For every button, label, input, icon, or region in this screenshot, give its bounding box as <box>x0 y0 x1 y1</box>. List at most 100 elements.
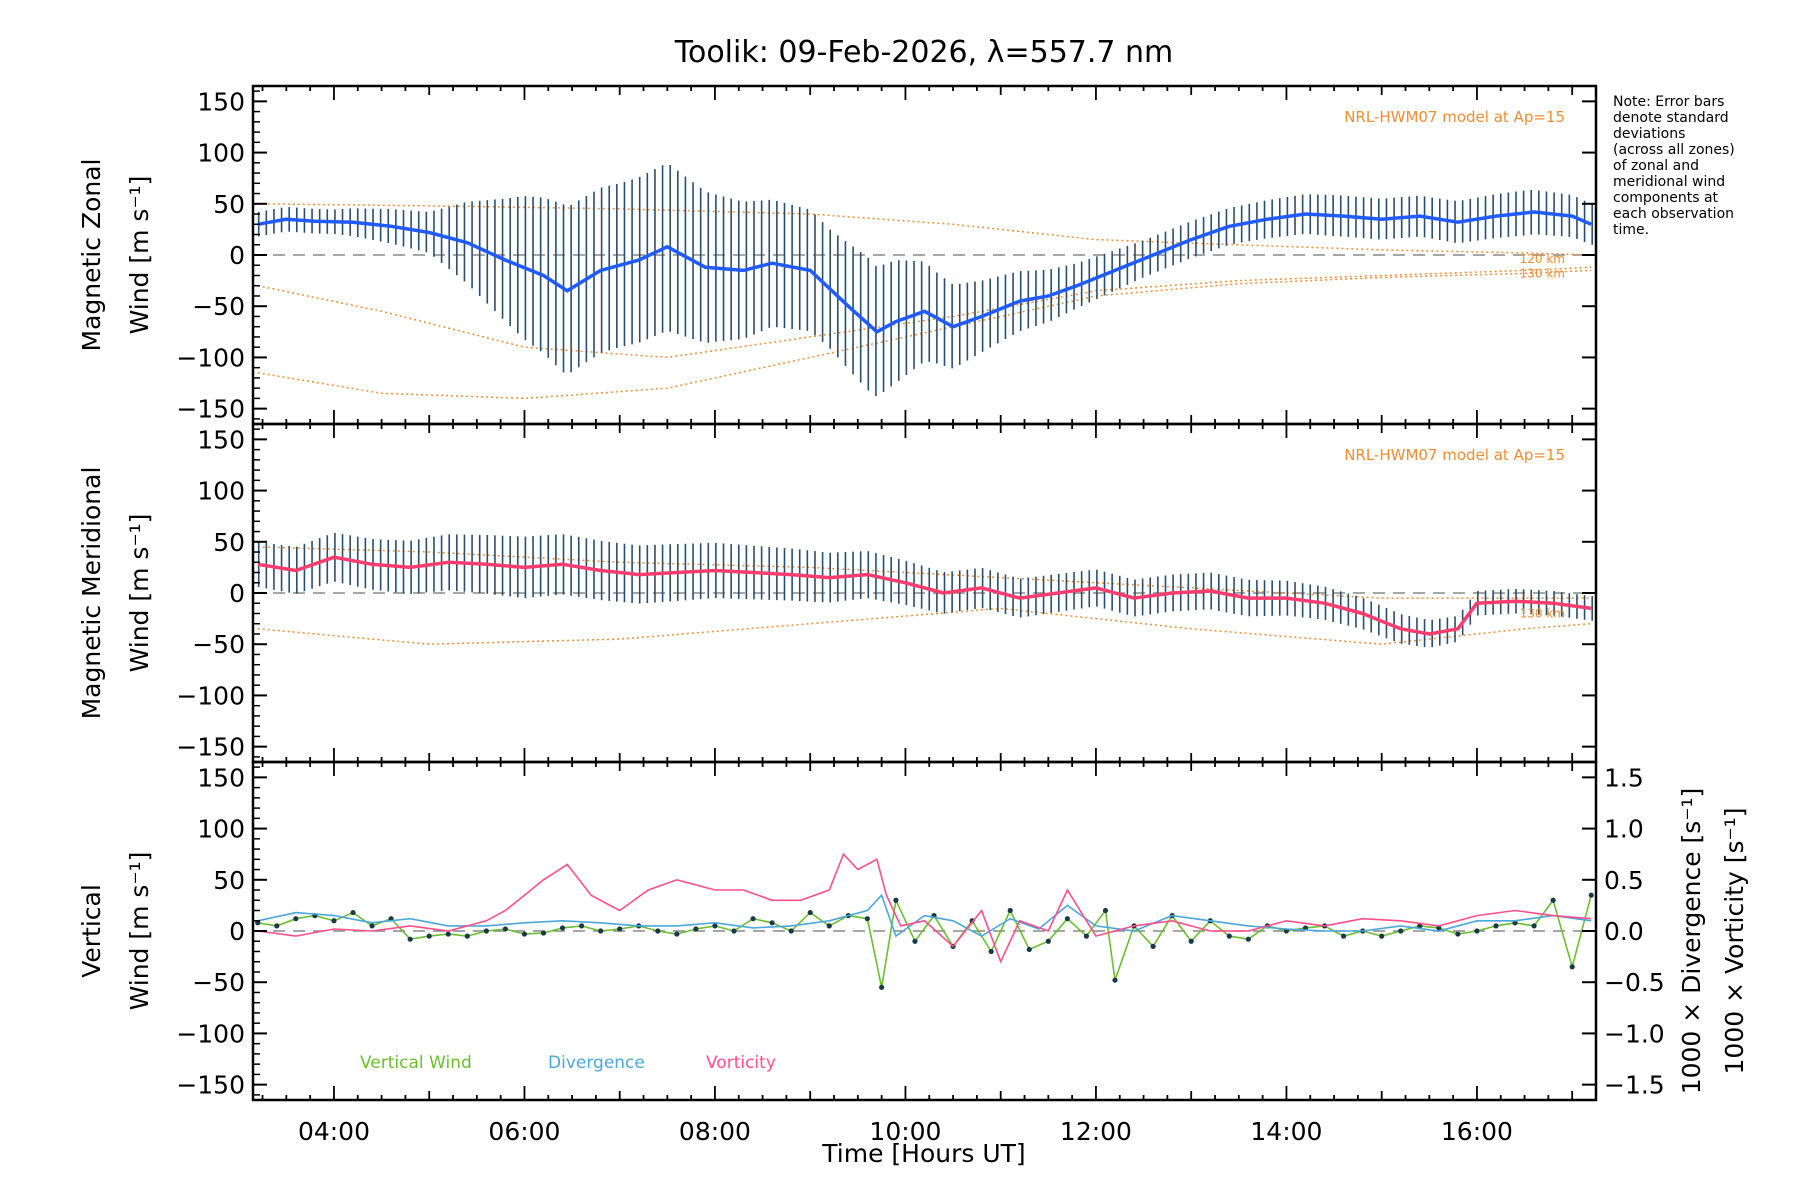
left-tick-label: −100 <box>176 343 245 372</box>
note-line: of zonal and <box>1613 158 1699 174</box>
model-label: NRL-HWM07 model at Ap=15 <box>1344 446 1565 464</box>
vertical-wind-point <box>1007 907 1013 914</box>
x-tick-label: 10:00 <box>869 1117 941 1146</box>
left-tick-label: 150 <box>197 87 245 116</box>
x-tick-label: 12:00 <box>1060 1117 1132 1146</box>
left-tick-label: −50 <box>192 630 245 659</box>
vertical-wind-point <box>1045 938 1051 944</box>
vertical-wind-point <box>807 909 813 916</box>
vertical-wind-point <box>988 948 994 955</box>
left-tick-label: −100 <box>176 1019 245 1048</box>
x-tick-label: 08:00 <box>679 1117 751 1146</box>
model-label: NRL-HWM07 model at Ap=15 <box>1344 108 1565 126</box>
left-tick-label: −150 <box>176 1071 245 1100</box>
left-tick-label: 150 <box>197 425 245 454</box>
note-line: meridional wind <box>1613 174 1725 190</box>
vertical-wind-point <box>1493 923 1499 929</box>
left-tick-label: 100 <box>197 139 245 168</box>
left-tick-label: −50 <box>192 292 245 321</box>
vertical-wind-point <box>750 916 756 922</box>
vertical-wind-point <box>1064 916 1070 922</box>
note-line: each observation <box>1613 206 1734 222</box>
vertical-wind-point <box>1340 933 1347 939</box>
divergence-axis-label: 1000 × Divergence [s⁻¹] <box>1677 788 1706 1095</box>
vertical-wind-point <box>1569 964 1575 970</box>
legend-vorticity: Vorticity <box>706 1053 776 1073</box>
series-vorticity <box>257 852 1592 964</box>
note-line: deviations <box>1613 126 1685 142</box>
x-tick-label: 14:00 <box>1250 1117 1322 1146</box>
meridional-panel: NRL-HWM07 model at Ap=15 130 km −150 −100 −5… <box>77 422 1598 764</box>
right-tick-label: −0.5 <box>1604 968 1665 997</box>
vertical-wind-point <box>1112 977 1118 983</box>
vertical-wind-point <box>769 920 775 926</box>
vertical-wind-point <box>445 931 451 937</box>
model-curve-upper <box>257 203 1592 256</box>
note-line: denote standard <box>1613 110 1729 126</box>
vertical-wind-point <box>1398 928 1404 934</box>
note-line: components at <box>1613 190 1719 206</box>
vertical-wind-point <box>521 931 528 937</box>
left-tick-label: 0 <box>229 579 245 608</box>
vorticity-axis-label: 1000 × Vorticity [s⁻¹] <box>1720 808 1749 1075</box>
vertical-wind-point <box>540 930 547 936</box>
vertical-wind-point <box>407 936 413 942</box>
vertical-wind-point <box>1245 936 1251 942</box>
right-tick-label: −1.0 <box>1604 1019 1665 1048</box>
vertical-wind-point <box>693 926 699 932</box>
vertical-wind-point <box>1436 925 1442 931</box>
model-alt-label: 130 km <box>1520 607 1565 621</box>
right-tick-label: −1.5 <box>1604 1071 1665 1100</box>
right-tick-label: 0.0 <box>1604 917 1644 946</box>
vertical-wind-point <box>483 928 489 934</box>
vertical-wind-point <box>1102 907 1109 914</box>
vertical-wind-point <box>1550 897 1556 903</box>
x-axis-label: Time [Hours UT] <box>821 1139 1025 1168</box>
x-axis-ticks: 04:00 06:00 08:00 10:00 12:00 14:00 16:00 <box>298 1117 1513 1146</box>
vertical-wind-point <box>559 925 566 931</box>
vertical-wind-point <box>617 926 623 932</box>
vertical-wind-point <box>1417 923 1423 929</box>
vertical-wind-point <box>864 916 870 922</box>
y-axis-label-line2: Wind [m s⁻¹] <box>125 514 154 673</box>
vertical-wind-point <box>1150 943 1156 949</box>
vertical-panel: Vertical Wind Divergence Vorticity −1.5 −1.0… <box>77 760 1749 1102</box>
vertical-wind-point <box>1226 933 1232 939</box>
left-tick-label: −150 <box>176 733 245 762</box>
vertical-wind-point <box>464 933 470 939</box>
vertical-wind-point <box>426 933 432 939</box>
y-axis-label-line2: Wind [m s⁻¹] <box>125 176 154 335</box>
vertical-wind-point <box>598 928 604 934</box>
y-axis-label-line1: Vertical <box>77 884 106 978</box>
left-tick-label: 50 <box>213 866 245 895</box>
vertical-wind-point <box>1188 938 1194 944</box>
model-curve-120km <box>257 266 1592 359</box>
vertical-wind-point <box>331 918 337 924</box>
vertical-wind-point <box>674 931 680 937</box>
series-vertical-wind <box>257 894 1592 988</box>
vertical-wind-point <box>1531 923 1537 929</box>
vertical-wind-point <box>1026 946 1032 953</box>
left-tick-label: −100 <box>176 681 245 710</box>
model-curve-upper <box>257 546 1592 599</box>
left-tick-label: 100 <box>197 477 245 506</box>
right-tick-label: 1.0 <box>1604 815 1644 844</box>
right-tick-label: 1.5 <box>1604 763 1644 792</box>
left-tick-label: 0 <box>229 241 245 270</box>
legend-vertical-wind: Vertical Wind <box>360 1053 472 1073</box>
chart-title: Toolik: 09-Feb-2026, λ=557.7 nm <box>674 35 1174 70</box>
vertical-wind-point <box>1083 933 1090 939</box>
vertical-wind-point <box>712 923 718 929</box>
note-line: Note: Error bars <box>1613 94 1724 110</box>
vertical-wind-point <box>1474 928 1480 934</box>
vertical-wind-point <box>502 926 509 932</box>
vertical-wind-point <box>826 923 832 929</box>
left-tick-label: 50 <box>213 190 245 219</box>
note-line: time. <box>1613 222 1649 238</box>
vertical-wind-point <box>879 984 885 990</box>
vertical-wind-point <box>893 897 899 903</box>
vertical-wind-point <box>350 909 356 916</box>
